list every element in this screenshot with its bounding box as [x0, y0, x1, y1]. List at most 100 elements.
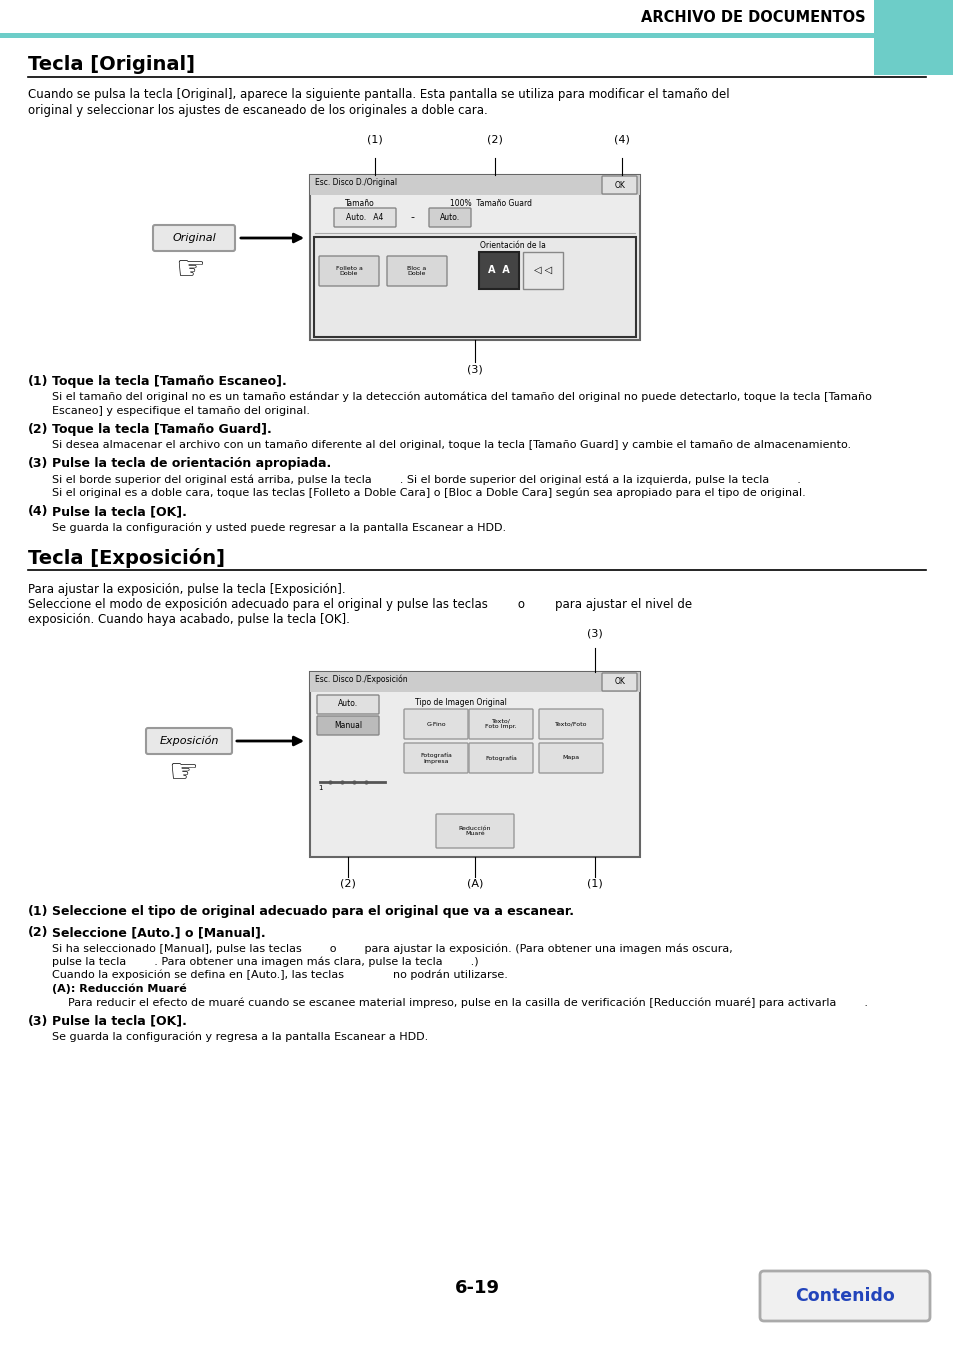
FancyBboxPatch shape — [316, 695, 378, 714]
Bar — [0, 32, 873, 38]
Text: Auto.: Auto. — [439, 212, 459, 221]
Text: Fotografía: Fotografía — [484, 755, 517, 761]
Text: (2): (2) — [28, 423, 49, 436]
FancyBboxPatch shape — [318, 256, 378, 286]
FancyBboxPatch shape — [403, 709, 468, 738]
Text: -: - — [410, 212, 414, 221]
Text: (3): (3) — [28, 458, 49, 471]
Text: Pulse la tecla [OK].: Pulse la tecla [OK]. — [52, 505, 187, 518]
Text: Seleccione el tipo de original adecuado para el original que va a escanear.: Seleccione el tipo de original adecuado … — [52, 904, 574, 918]
Bar — [0, 0, 873, 32]
Text: Toque la tecla [Tamaño Escaneo].: Toque la tecla [Tamaño Escaneo]. — [52, 375, 287, 387]
Text: Reducción
Muaré: Reducción Muaré — [458, 826, 491, 837]
Text: Esc. Disco D./Exposición: Esc. Disco D./Exposición — [314, 675, 407, 684]
Text: original y seleccionar los ajustes de escaneado de los originales a doble cara.: original y seleccionar los ajustes de es… — [28, 104, 487, 117]
Text: (3): (3) — [28, 1014, 49, 1027]
Bar — [310, 672, 639, 857]
Text: Mapa: Mapa — [562, 756, 579, 760]
FancyBboxPatch shape — [334, 208, 395, 227]
Text: Original: Original — [172, 234, 215, 243]
Text: Se guarda la configuración y regresa a la pantalla Escanear a HDD.: Se guarda la configuración y regresa a l… — [52, 1031, 428, 1042]
FancyBboxPatch shape — [469, 709, 533, 738]
Text: (3): (3) — [467, 364, 482, 374]
FancyBboxPatch shape — [429, 208, 471, 227]
FancyBboxPatch shape — [538, 709, 602, 738]
Text: Tecla [Original]: Tecla [Original] — [28, 55, 194, 74]
Text: (2): (2) — [339, 879, 355, 890]
Text: Cuando la exposición se defina en [Auto.], las teclas              no podrán uti: Cuando la exposición se defina en [Auto.… — [52, 971, 507, 980]
Text: Toque la tecla [Tamaño Guard].: Toque la tecla [Tamaño Guard]. — [52, 423, 272, 436]
Text: Si el original es a doble cara, toque las teclas [Folleto a Doble Cara] o [Bloc : Si el original es a doble cara, toque la… — [52, 487, 805, 498]
Text: ☞: ☞ — [174, 252, 205, 286]
Text: (4): (4) — [28, 505, 49, 518]
FancyBboxPatch shape — [146, 728, 232, 755]
Bar — [310, 176, 639, 194]
Text: 6-19: 6-19 — [454, 1278, 499, 1297]
Text: Tecla [Exposición]: Tecla [Exposición] — [28, 548, 225, 568]
Text: OK: OK — [614, 181, 625, 189]
Text: Escaneo] y especifique el tamaño del original.: Escaneo] y especifique el tamaño del ori… — [52, 405, 310, 416]
Text: exposición. Cuando haya acabado, pulse la tecla [OK].: exposición. Cuando haya acabado, pulse l… — [28, 613, 350, 626]
Text: Folleto a
Doble: Folleto a Doble — [335, 266, 362, 277]
Text: Seleccione [Auto.] o [Manual].: Seleccione [Auto.] o [Manual]. — [52, 926, 265, 940]
FancyBboxPatch shape — [601, 674, 637, 691]
FancyBboxPatch shape — [387, 256, 447, 286]
Bar — [310, 176, 639, 340]
Text: (2): (2) — [28, 926, 49, 940]
Text: 100%  Tamaño Guard: 100% Tamaño Guard — [450, 198, 532, 208]
Text: Bloc a
Doble: Bloc a Doble — [407, 266, 426, 277]
Text: (2): (2) — [486, 135, 502, 144]
FancyBboxPatch shape — [760, 1270, 929, 1322]
Bar — [310, 176, 639, 340]
Text: (A): (A) — [467, 879, 483, 890]
Text: Si desea almacenar el archivo con un tamaño diferente al del original, toque la : Si desea almacenar el archivo con un tam… — [52, 440, 850, 450]
Text: G·Fino: G·Fino — [426, 721, 445, 726]
Text: Seleccione el modo de exposición adecuado para el original y pulse las teclas   : Seleccione el modo de exposición adecuad… — [28, 598, 691, 612]
Text: Para ajustar la exposición, pulse la tecla [Exposición].: Para ajustar la exposición, pulse la tec… — [28, 583, 345, 595]
Text: ☞: ☞ — [168, 756, 197, 788]
FancyBboxPatch shape — [469, 743, 533, 774]
Text: (1): (1) — [28, 904, 49, 918]
Text: (3): (3) — [586, 628, 602, 639]
Text: Si el tamaño del original no es un tamaño estándar y la detección automática del: Si el tamaño del original no es un tamañ… — [52, 392, 871, 402]
Text: Contenido: Contenido — [794, 1287, 894, 1305]
Text: 1: 1 — [317, 784, 322, 791]
Text: (1): (1) — [28, 375, 49, 387]
FancyBboxPatch shape — [522, 252, 562, 289]
FancyBboxPatch shape — [316, 716, 378, 734]
Text: Exposición: Exposición — [159, 736, 218, 747]
Text: Tipo de Imagen Original: Tipo de Imagen Original — [415, 698, 506, 707]
Text: Auto.   A4: Auto. A4 — [346, 212, 383, 221]
Text: Texto/
Foto Impr.: Texto/ Foto Impr. — [485, 718, 517, 729]
Text: Esc. Disco D./Original: Esc. Disco D./Original — [314, 178, 396, 188]
Text: A  A: A A — [488, 265, 509, 275]
Bar — [314, 238, 636, 338]
FancyBboxPatch shape — [601, 176, 637, 194]
Text: Para reducir el efecto de muaré cuando se escanee material impreso, pulse en la : Para reducir el efecto de muaré cuando s… — [68, 998, 867, 1007]
FancyBboxPatch shape — [538, 743, 602, 774]
Text: (1): (1) — [586, 879, 602, 890]
Text: pulse la tecla        . Para obtener una imagen más clara, pulse la tecla       : pulse la tecla . Para obtener una imagen… — [52, 957, 478, 967]
Text: Auto.: Auto. — [337, 699, 357, 709]
Text: Pulse la tecla [OK].: Pulse la tecla [OK]. — [52, 1014, 187, 1027]
Text: (A): Reducción Muaré: (A): Reducción Muaré — [52, 984, 187, 994]
Bar — [0, 0, 953, 38]
Bar — [873, 0, 953, 76]
FancyBboxPatch shape — [478, 252, 518, 289]
Text: Si ha seleccionado [Manual], pulse las teclas        o        para ajustar la ex: Si ha seleccionado [Manual], pulse las t… — [52, 944, 732, 953]
Text: ARCHIVO DE DOCUMENTOS: ARCHIVO DE DOCUMENTOS — [640, 9, 865, 24]
Text: ◁ ◁: ◁ ◁ — [534, 265, 552, 275]
FancyBboxPatch shape — [436, 814, 514, 848]
Text: Pulse la tecla de orientación apropiada.: Pulse la tecla de orientación apropiada. — [52, 458, 331, 471]
Text: (4): (4) — [614, 135, 629, 144]
FancyBboxPatch shape — [403, 743, 468, 774]
Bar — [310, 672, 639, 693]
Text: Tamaño: Tamaño — [345, 198, 375, 208]
Text: Si el borde superior del original está arriba, pulse la tecla        . Si el bor: Si el borde superior del original está a… — [52, 474, 800, 485]
Text: (1): (1) — [367, 135, 382, 144]
Text: Se guarda la configuración y usted puede regresar a la pantalla Escanear a HDD.: Se guarda la configuración y usted puede… — [52, 522, 506, 533]
Text: Cuando se pulsa la tecla [Original], aparece la siguiente pantalla. Esta pantall: Cuando se pulsa la tecla [Original], apa… — [28, 88, 729, 101]
FancyBboxPatch shape — [152, 225, 234, 251]
Text: Texto/Foto: Texto/Foto — [554, 721, 587, 726]
Text: Manual: Manual — [334, 721, 362, 729]
